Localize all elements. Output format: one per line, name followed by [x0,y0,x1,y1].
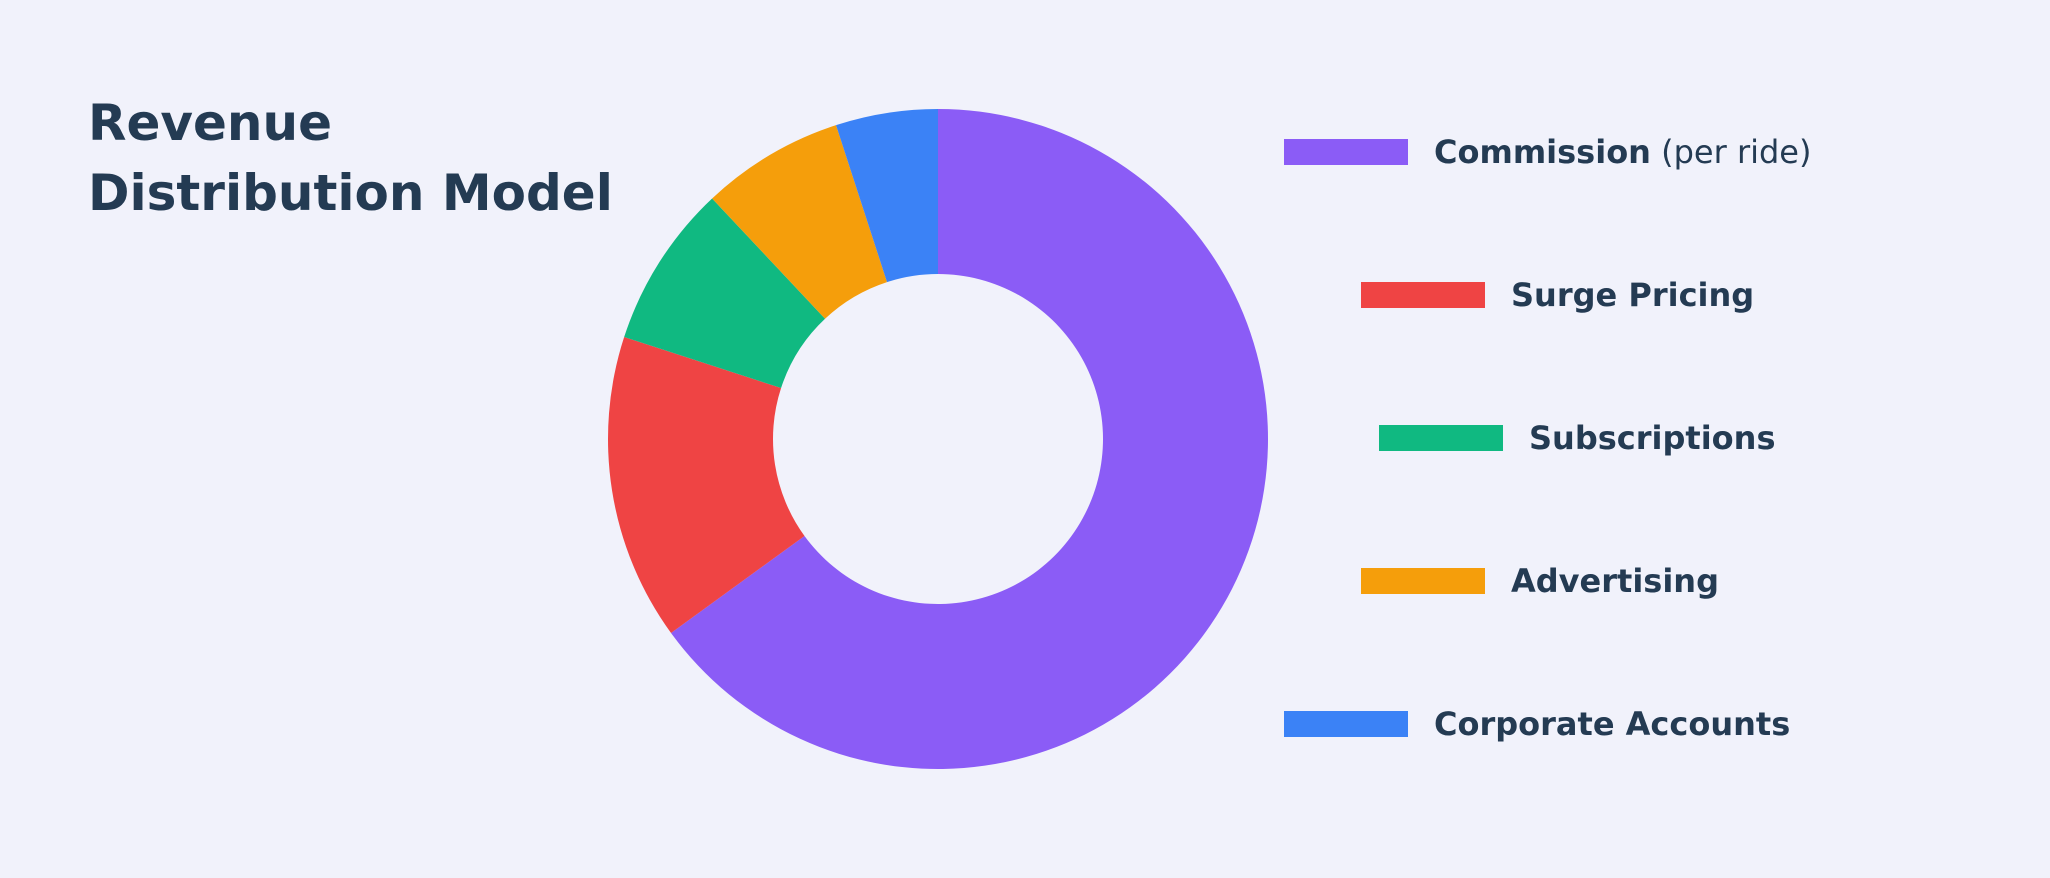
donut-slices [608,109,1269,769]
legend-swatch-corporate-accounts [1284,711,1408,737]
legend-swatch-advertising [1361,568,1485,594]
chart-title: Revenue Distribution Model [88,94,613,222]
legend-label-surge-pricing: Surge Pricing [1511,276,1754,314]
legend-item-advertising: Advertising [1361,562,1719,600]
legend-label-text: Subscriptions [1529,419,1775,457]
legend-item-commission: Commission (per ride) [1284,133,1811,171]
slice-commission [671,109,1269,769]
legend-label-text: Surge Pricing [1511,276,1754,314]
legend-label-text: Commission [1434,133,1651,171]
legend-label-text: Advertising [1511,562,1719,600]
legend-label-commission: Commission (per ride) [1434,133,1811,171]
legend-label-subscriptions: Subscriptions [1529,419,1775,457]
legend-label-text: Corporate Accounts [1434,705,1790,743]
legend-swatch-subscriptions [1379,425,1503,451]
legend-swatch-commission [1284,139,1408,165]
legend-label-suffix: (per ride) [1651,133,1812,171]
slice-surge-pricing [608,337,805,633]
legend-swatch-surge-pricing [1361,282,1485,308]
legend: Commission (per ride) Surge Pricing Subscr… [1284,133,1811,743]
slice-corporate-accounts [836,109,938,283]
legend-label-advertising: Advertising [1511,562,1719,600]
legend-item-subscriptions: Subscriptions [1379,419,1775,457]
legend-label-corporate-accounts: Corporate Accounts [1434,705,1790,743]
legend-item-surge-pricing: Surge Pricing [1361,276,1754,314]
slice-subscriptions [624,198,826,389]
legend-item-corporate-accounts: Corporate Accounts [1284,705,1790,743]
slice-advertising [712,125,888,319]
